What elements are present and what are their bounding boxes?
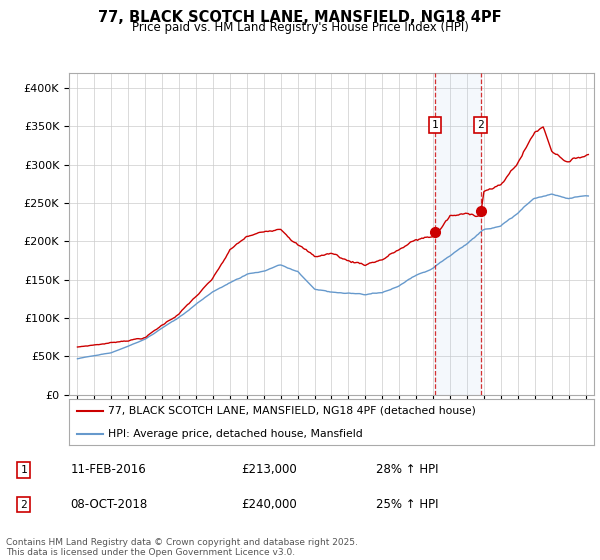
Text: 2: 2 <box>477 120 484 130</box>
Text: HPI: Average price, detached house, Mansfield: HPI: Average price, detached house, Mans… <box>109 429 363 438</box>
Text: Price paid vs. HM Land Registry's House Price Index (HPI): Price paid vs. HM Land Registry's House … <box>131 21 469 34</box>
Text: 25% ↑ HPI: 25% ↑ HPI <box>376 498 439 511</box>
Text: 2: 2 <box>20 500 27 510</box>
Text: £213,000: £213,000 <box>241 463 297 476</box>
Text: 1: 1 <box>20 465 27 475</box>
Text: 28% ↑ HPI: 28% ↑ HPI <box>376 463 439 476</box>
Text: 11-FEB-2016: 11-FEB-2016 <box>71 463 146 476</box>
Bar <box>435 73 481 395</box>
Text: 08-OCT-2018: 08-OCT-2018 <box>71 498 148 511</box>
Text: Contains HM Land Registry data © Crown copyright and database right 2025.
This d: Contains HM Land Registry data © Crown c… <box>6 538 358 557</box>
Text: 1: 1 <box>431 120 438 130</box>
Text: 77, BLACK SCOTCH LANE, MANSFIELD, NG18 4PF: 77, BLACK SCOTCH LANE, MANSFIELD, NG18 4… <box>98 10 502 25</box>
Text: 77, BLACK SCOTCH LANE, MANSFIELD, NG18 4PF (detached house): 77, BLACK SCOTCH LANE, MANSFIELD, NG18 4… <box>109 406 476 416</box>
Text: £240,000: £240,000 <box>241 498 297 511</box>
